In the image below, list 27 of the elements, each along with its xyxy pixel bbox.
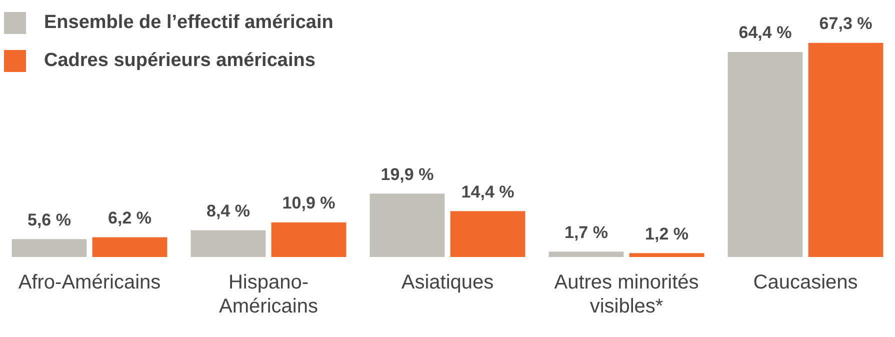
bar bbox=[808, 42, 884, 257]
data-label: 6,2 % bbox=[108, 208, 152, 228]
data-label: 67,3 % bbox=[819, 14, 872, 34]
bar bbox=[728, 52, 803, 257]
bar bbox=[271, 222, 346, 257]
bar bbox=[190, 230, 266, 257]
data-label: 14,4 % bbox=[461, 182, 514, 202]
data-label: 1,7 % bbox=[564, 222, 608, 242]
x-tick-label: Asiatiques bbox=[401, 272, 494, 294]
data-label: 1,2 % bbox=[645, 224, 689, 244]
data-label: 64,4 % bbox=[738, 23, 792, 42]
bar bbox=[450, 211, 526, 257]
data-label: 8,4 % bbox=[206, 201, 250, 220]
bar bbox=[629, 253, 704, 257]
bar bbox=[370, 194, 445, 257]
data-label: 10,9 % bbox=[282, 194, 336, 212]
x-tick-label: Afro-Américains bbox=[18, 272, 161, 294]
x-tick-label: Hispano-Américains bbox=[219, 272, 318, 318]
x-tick-label: Caucasiens bbox=[753, 272, 858, 294]
bar bbox=[92, 237, 168, 257]
bar bbox=[548, 252, 624, 257]
legend-label: Cadres supérieurs américains bbox=[44, 50, 316, 72]
data-label: 5,6 % bbox=[27, 210, 71, 230]
legend-label: Ensemble de l’effectif américain bbox=[44, 12, 334, 34]
data-label: 19,9 % bbox=[380, 164, 434, 184]
x-tick-label: Autres minorités visibles* bbox=[554, 272, 699, 318]
bar bbox=[12, 239, 87, 257]
